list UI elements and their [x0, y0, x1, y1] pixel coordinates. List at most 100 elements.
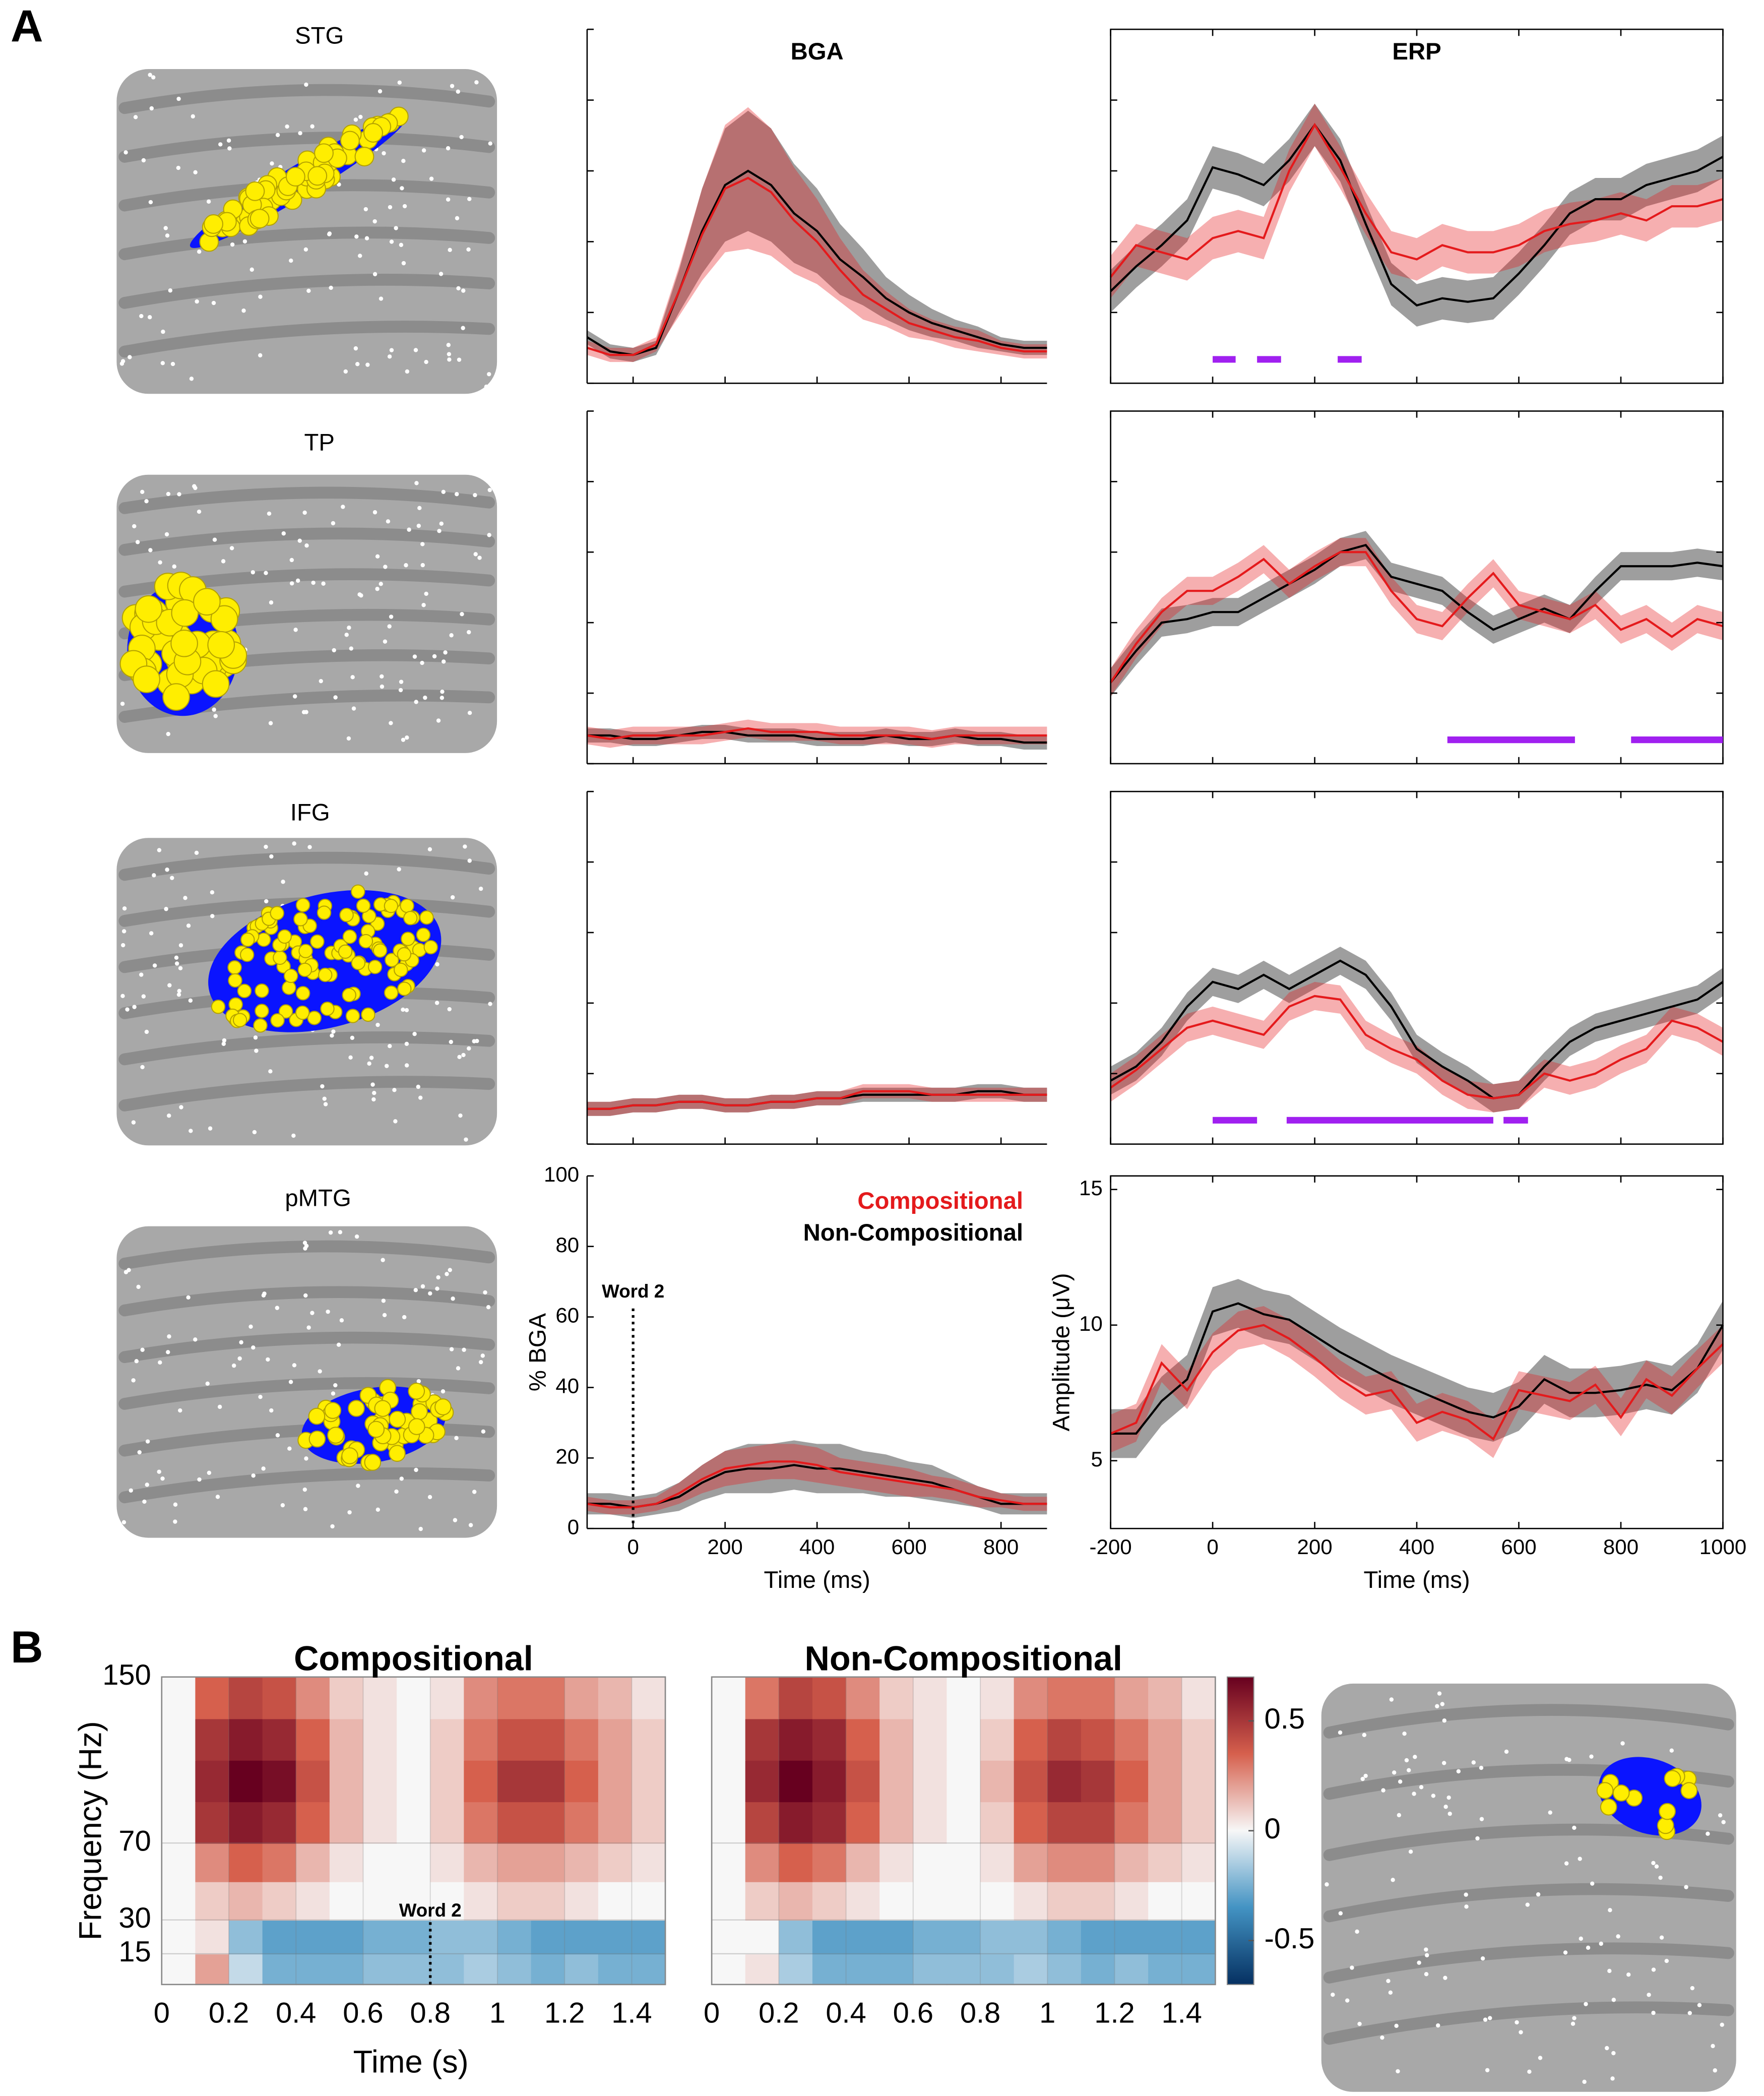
electrode	[264, 571, 268, 575]
electrode	[281, 880, 285, 884]
heatmap-cell	[980, 1677, 1015, 1719]
electrode	[467, 858, 472, 863]
heatmap-cell	[1181, 1953, 1216, 1986]
electrode	[1419, 1785, 1424, 1790]
electrode	[372, 272, 377, 277]
electrode	[375, 1022, 380, 1027]
electrode	[1412, 1792, 1416, 1796]
heatmap-cell	[712, 1881, 746, 1921]
y-tick-label: 40	[555, 1374, 579, 1398]
electrode	[295, 578, 300, 583]
electrode	[331, 1029, 336, 1034]
electrode	[481, 1429, 486, 1434]
y-tick-label: 30	[118, 1902, 151, 1934]
electrode	[1331, 1992, 1335, 1997]
electrode	[439, 696, 445, 700]
electrode	[320, 1084, 325, 1089]
electrode	[1538, 2056, 1543, 2060]
heatmap-cell	[1114, 1843, 1149, 1882]
electrode	[364, 236, 369, 240]
electrode	[264, 899, 269, 904]
heatmap-cell	[296, 1920, 331, 1955]
electrode-selected	[384, 985, 399, 1000]
electrode	[289, 258, 293, 263]
electrode-selected	[401, 932, 415, 946]
heatmap-cell	[1047, 1760, 1082, 1803]
electrode	[456, 1366, 461, 1371]
electrode	[211, 300, 216, 305]
electrode	[1464, 1892, 1468, 1897]
electrode	[429, 176, 434, 181]
electrode	[473, 493, 477, 498]
electrode	[1572, 1825, 1577, 1830]
heatmap-cell	[195, 1920, 230, 1955]
heatmap-cell	[598, 1920, 633, 1955]
electrode-selected	[394, 962, 408, 977]
x-axis-label: Time (s)	[353, 2044, 469, 2079]
electrode	[1391, 1878, 1395, 1882]
x-tick-label: 0.8	[960, 1997, 1000, 2029]
electrode-selected	[351, 884, 365, 899]
electrode	[1590, 1881, 1595, 1886]
electrode	[304, 543, 309, 548]
y-tick-label: 70	[118, 1825, 151, 1857]
electrode	[441, 489, 446, 495]
electrode	[412, 1031, 417, 1036]
electrode	[399, 1476, 404, 1481]
electrode	[463, 844, 467, 849]
electrode	[427, 847, 432, 852]
electrode-selected	[354, 147, 374, 167]
heatmap-cell	[1148, 1677, 1183, 1719]
electrode-selected	[228, 973, 242, 988]
heatmap-cell	[1047, 1843, 1082, 1882]
chart-title: ERP	[1392, 38, 1441, 65]
electrode	[330, 1033, 334, 1038]
electrode	[1396, 2069, 1400, 2074]
electrode	[394, 1489, 399, 1494]
heatmap-cell	[980, 1718, 1015, 1761]
electrode	[459, 135, 464, 140]
electrode	[358, 114, 363, 119]
electrode	[1355, 1929, 1359, 1934]
electrode	[268, 721, 273, 725]
electrode-selected	[211, 999, 226, 1014]
heatmap-cell	[879, 1920, 914, 1955]
electrode	[318, 1369, 322, 1374]
heatmap-cell	[497, 1953, 532, 1986]
electrode	[350, 1035, 355, 1040]
heatmap-cell	[296, 1881, 331, 1921]
electrode-selected	[202, 670, 230, 698]
electrode	[436, 1275, 440, 1280]
error-band	[587, 1084, 1047, 1116]
electrode	[446, 146, 451, 151]
heatmap-cell	[1047, 1801, 1082, 1844]
electrode	[280, 1503, 285, 1508]
heatmap-cell	[1181, 1718, 1216, 1761]
heatmap-cell	[497, 1718, 532, 1761]
colorbar-tick-label: -0.5	[1265, 1923, 1315, 1955]
electrode	[222, 1038, 227, 1043]
electrode-selected	[408, 1382, 425, 1400]
electrode	[288, 1380, 293, 1384]
electrode-selected	[419, 910, 434, 925]
electrode	[293, 694, 297, 699]
electrode	[229, 546, 234, 550]
electrode	[347, 626, 351, 630]
electrode	[166, 1350, 170, 1354]
electrode	[487, 533, 491, 537]
heatmap-cell	[430, 1881, 465, 1921]
electrode	[306, 288, 311, 293]
series-line	[587, 1090, 1047, 1110]
brain-fold	[118, 851, 495, 881]
electrode	[268, 1069, 273, 1074]
electrode	[397, 867, 401, 872]
heatmap-cell	[195, 1843, 230, 1882]
electrode	[478, 886, 483, 891]
heatmap-cell	[632, 1843, 666, 1882]
heatmap-cell	[1148, 1718, 1183, 1761]
error-band	[587, 1444, 1047, 1515]
axes-frame	[711, 1676, 1216, 1986]
electrode-selected	[310, 934, 325, 949]
electrode	[157, 1469, 161, 1474]
electrode	[370, 1082, 375, 1087]
